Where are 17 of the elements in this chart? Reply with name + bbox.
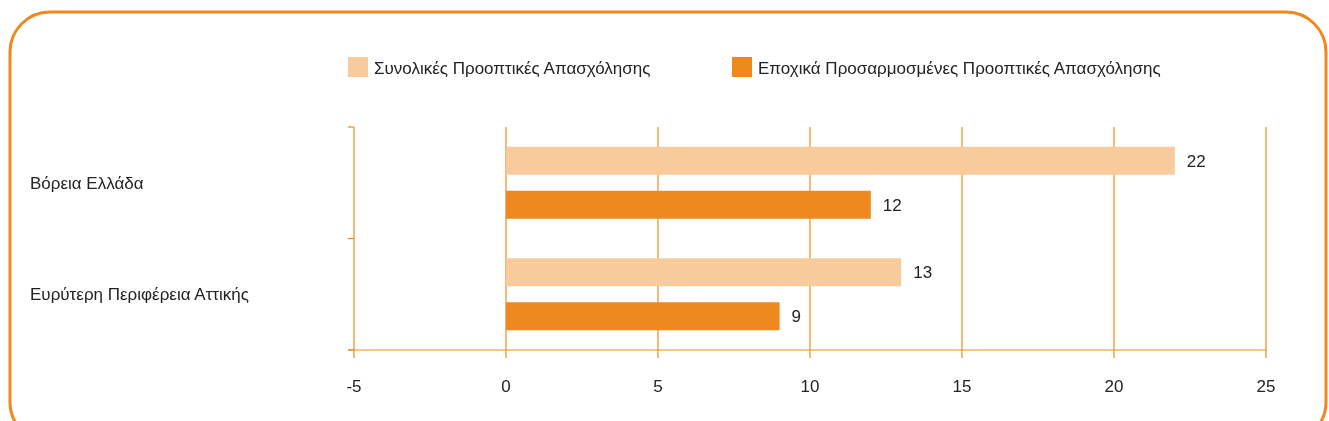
data-label: 22 bbox=[1186, 151, 1206, 171]
x-tick-label: 20 bbox=[1104, 377, 1124, 396]
legend-label: Εποχικά Προσαρμοσμένες Προοπτικές Απασχόλησης bbox=[758, 59, 1161, 78]
bar bbox=[506, 258, 902, 287]
x-tick-label: 5 bbox=[653, 377, 663, 396]
legend-label: Συνολικές Προοπτικές Απασχόλησης bbox=[374, 59, 651, 78]
bar bbox=[506, 146, 1175, 175]
x-tick-label: 25 bbox=[1256, 377, 1276, 396]
x-tick-label: -5 bbox=[346, 377, 362, 396]
data-label: 12 bbox=[882, 195, 902, 215]
x-tick-label: 15 bbox=[952, 377, 972, 396]
x-tick-label: 10 bbox=[800, 377, 820, 396]
data-label: 9 bbox=[791, 307, 802, 327]
y-tick-label: Ευρύτερη Περιφέρεια Αττικής bbox=[30, 285, 249, 305]
x-tick-label: 0 bbox=[501, 377, 511, 396]
data-label: 13 bbox=[913, 263, 933, 283]
y-tick-label: Βόρεια Ελλάδα bbox=[30, 173, 144, 193]
